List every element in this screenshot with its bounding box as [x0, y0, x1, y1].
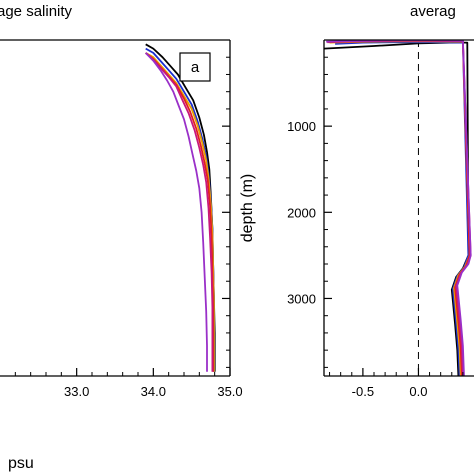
panel-right: averag -0.5 0.0 1000 2000 3000 depth (m)	[239, 3, 474, 399]
right-series-line-4	[327, 40, 471, 376]
left-x-tick-label: 33.0	[64, 384, 89, 399]
left-x-axis-label: psu	[8, 455, 34, 472]
panel-left: rage salinity 33.0 34.0 35.0 a psu	[0, 3, 243, 472]
left-ticks-group: 33.0 34.0 35.0	[14, 56, 243, 399]
right-y-tick-label: 1000	[287, 119, 316, 134]
right-y-axis-label: depth (m)	[239, 174, 256, 242]
right-y-tick-label: 2000	[287, 205, 316, 220]
right-ticks-group: -0.5 0.0 1000 2000 3000	[287, 56, 464, 399]
left-series-line-6	[145, 52, 208, 372]
left-x-tick-label: 35.0	[217, 384, 242, 399]
panel-label-frame	[179, 52, 211, 82]
left-series-line-5	[145, 52, 214, 372]
panel-label-box: a	[179, 52, 211, 82]
right-series-line-6	[326, 40, 472, 376]
right-series-line-2	[335, 41, 470, 376]
right-series-line-3	[329, 40, 471, 376]
left-series-line-4	[145, 52, 215, 372]
right-title: averag	[410, 3, 456, 20]
left-series-group	[145, 43, 216, 372]
left-x-tick-label: 34.0	[141, 384, 166, 399]
panel-label-text: a	[191, 59, 200, 76]
right-series-line-1	[324, 41, 470, 376]
right-x-tick-label: 0.0	[409, 384, 427, 399]
left-title: rage salinity	[0, 3, 73, 20]
right-x-tick-label: -0.5	[352, 384, 374, 399]
right-series-group	[324, 40, 472, 376]
right-series-line-5	[327, 40, 472, 376]
left-series-line-2	[145, 47, 215, 372]
right-y-tick-label: 3000	[287, 291, 316, 306]
left-series-line-3	[145, 52, 215, 372]
